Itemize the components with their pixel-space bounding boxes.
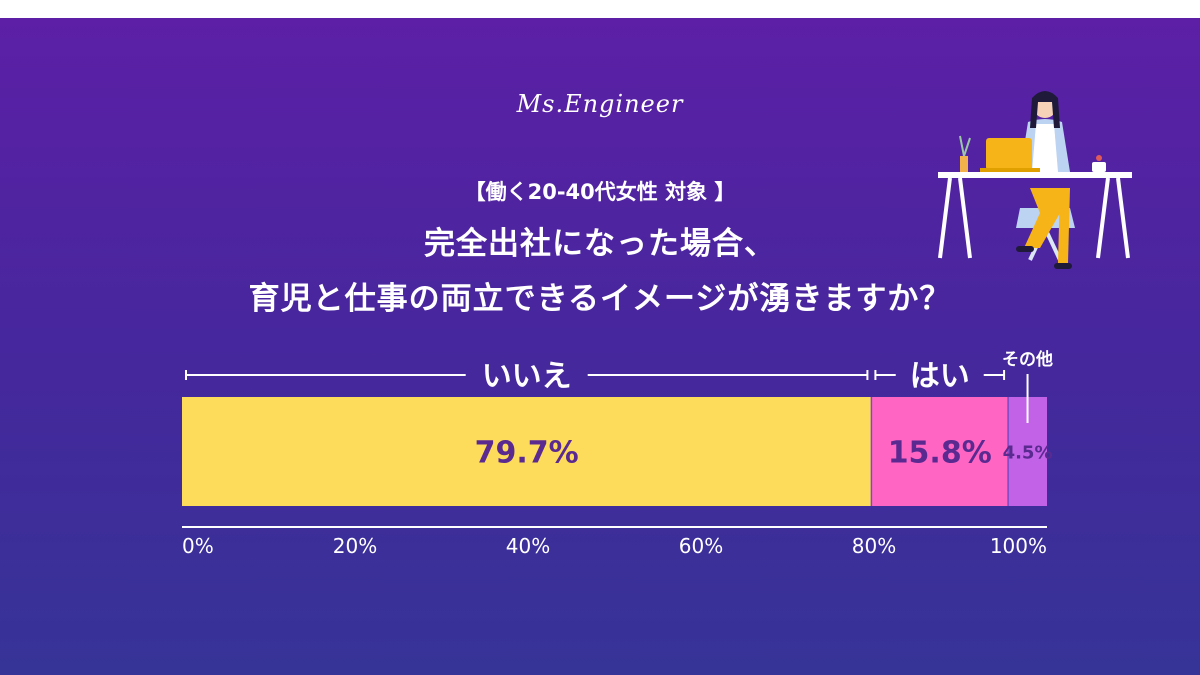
woman-at-desk-illustration <box>938 91 1132 269</box>
x-tick-label: 80% <box>852 534 896 558</box>
chart-title-line-1: 完全出社になった場合、 <box>424 226 776 262</box>
category-label-yes: はい <box>910 359 970 394</box>
x-tick-label: 0% <box>182 534 214 558</box>
bar-segment-no <box>182 397 872 506</box>
x-tick-label: 20% <box>333 534 377 558</box>
value-label-yes: 15.8% <box>888 436 992 471</box>
bar-segment-yes <box>871 397 1009 506</box>
value-label-other: 4.5% <box>1003 443 1053 464</box>
x-tick-label: 100% <box>990 534 1047 558</box>
category-label-other: その他 <box>1002 349 1053 370</box>
chart-subtitle: 【働く20-40代女性 対象 】 <box>464 180 736 204</box>
x-tick-label: 40% <box>506 534 550 558</box>
chart-canvas: Ms.Engineer 【働く20-40代女性 対象 】 完全出社になった場合、… <box>0 18 1200 675</box>
chart-title-line-2: 育児と仕事の両立できるイメージが湧きますか？ <box>248 281 952 317</box>
x-tick-label: 60% <box>679 534 723 558</box>
brand-logo: Ms.Engineer <box>516 90 684 118</box>
value-label-no: 79.7% <box>475 436 579 471</box>
category-label-no: いいえ <box>482 359 572 394</box>
stacked-bar-chart: 79.7% 15.8% 4.5% いいえ はい その他 0% 20% 40% 60% 80% 10… <box>182 349 1053 558</box>
